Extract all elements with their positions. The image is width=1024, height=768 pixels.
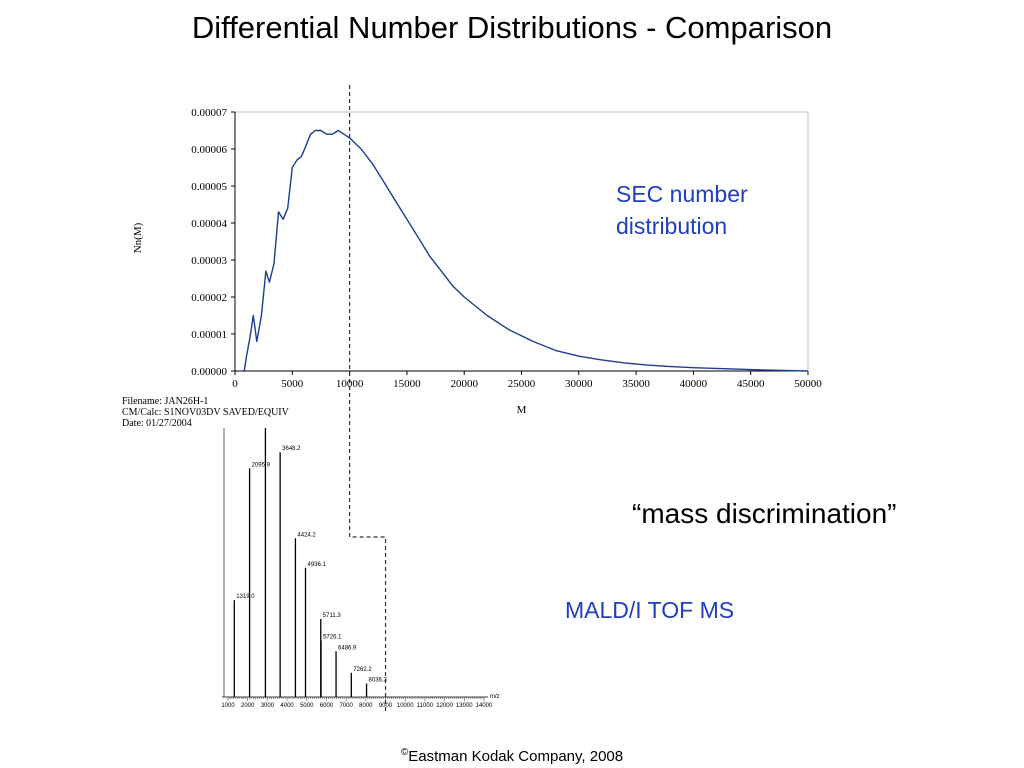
maldi-x-tick-label: 4000 — [280, 703, 294, 709]
copyright-symbol: © — [400, 747, 409, 758]
sec-y-tick-label: 0.00006 — [191, 144, 227, 156]
maldi-x-tick-label: 1000 — [221, 703, 235, 709]
sec-x-tick-label: 5000 — [281, 378, 304, 390]
copyright-text: Eastman Kodak Company, 2008 — [408, 748, 624, 765]
slide-title: Differential Number Distributions - Comp… — [191, 10, 833, 45]
sec-x-tick-label: 50000 — [794, 378, 822, 390]
metadata-filename: Filename: JAN26H-1 — [122, 396, 209, 407]
sec-x-tick-label: 30000 — [565, 378, 593, 390]
sec-y-tick-label: 0.00000 — [191, 366, 227, 378]
maldi-x-tick-label: 10000 — [397, 703, 414, 709]
maldi-peak-label: 6486.9 — [338, 645, 357, 651]
sec-label-line-2: distribution — [616, 213, 728, 239]
sec-label-line-1: SEC number — [616, 181, 748, 207]
maldi-x-tick-label: 3000 — [261, 703, 275, 709]
sec-x-tick-label: 25000 — [508, 378, 536, 390]
sec-y-tick-label: 0.00005 — [191, 181, 227, 193]
maldi-x-tick-label: 7000 — [339, 703, 353, 709]
metadata-date: Date: 01/27/2004 — [122, 418, 192, 429]
sec-y-tick-label: 0.00001 — [191, 329, 227, 341]
maldi-x-tick-label: 8000 — [359, 703, 373, 709]
sec-x-tick-label: 10000 — [336, 378, 364, 390]
maldi-peak-label: 5726.1 — [323, 635, 342, 641]
maldi-x-tick-label: 12000 — [436, 703, 453, 709]
sec-x-tick-label: 45000 — [737, 378, 765, 390]
metadata-calc: CM/Calc: S1NOV03DV SAVED/EQUIV — [122, 407, 289, 418]
maldi-x-tick-label: 2000 — [241, 703, 255, 709]
sec-metadata-block: Filename: JAN26H-1 CM/Calc: S1NOV03DV SA… — [122, 396, 289, 429]
maldi-x-tick-label: 5000 — [300, 703, 314, 709]
sec-x-tick-label: 15000 — [393, 378, 421, 390]
maldi-peak-label: 5711.3 — [323, 613, 342, 619]
maldi-x-tick-label: 14000 — [476, 703, 493, 709]
sec-x-tick-label: 40000 — [680, 378, 708, 390]
sec-number-distribution-label: SEC number distribution — [616, 178, 748, 242]
maldi-x-tick-label: 11000 — [417, 703, 434, 709]
maldi-peak-label: 3648.2 — [282, 446, 301, 452]
sec-x-axis-label: M — [517, 404, 527, 416]
sec-y-axis-label: Nn(M) — [132, 222, 144, 253]
maldi-peak-label: 8036.3 — [369, 678, 388, 684]
copyright-footer: ©Eastman Kodak Company, 2008 — [0, 747, 1024, 765]
comparison-dashed-marker — [349, 85, 387, 712]
sec-x-tick-label: 20000 — [450, 378, 478, 390]
sec-x-tick-label: 0 — [232, 378, 238, 390]
maldi-peak-label: 2095.9 — [252, 462, 271, 468]
maldi-tof-ms-label: MALD/I TOF MS — [565, 597, 735, 623]
sec-x-tick-label: 35000 — [622, 378, 650, 390]
sec-y-tick-label: 0.00007 — [191, 107, 227, 119]
sec-y-tick-label: 0.00003 — [191, 255, 227, 267]
sec-y-tick-label: 0.00004 — [191, 218, 227, 230]
mass-discrimination-label: “mass discrimination” — [632, 498, 897, 529]
maldi-x-tick-label: 6000 — [320, 703, 334, 709]
maldi-x-tick-label: 13000 — [456, 703, 473, 709]
maldi-x-tick-label: 9000 — [379, 703, 393, 709]
maldi-peak-label: 4936.1 — [308, 562, 327, 568]
maldi-peak-label: 7262.2 — [353, 667, 372, 673]
maldi-peak-label: 1319.0 — [236, 594, 255, 600]
maldi-x-unit-label: m/z — [490, 694, 500, 700]
sec-number-distribution-curve — [243, 129, 809, 372]
maldi-peak-label: 4424.2 — [297, 532, 316, 538]
sec-y-tick-label: 0.00002 — [191, 292, 227, 304]
